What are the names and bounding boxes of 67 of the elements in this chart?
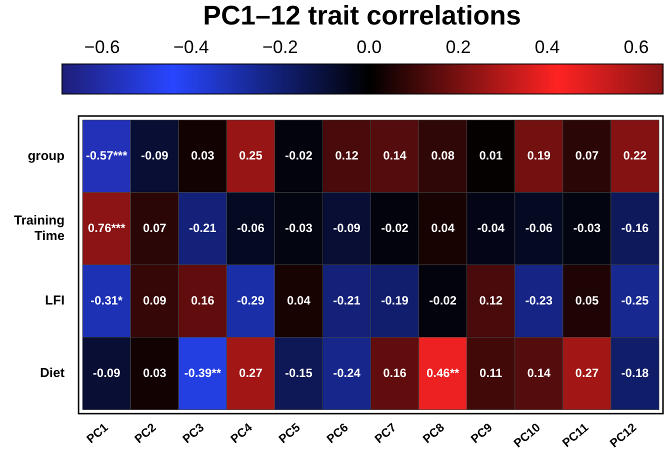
data-label: -0.02 [429,293,457,308]
x-tick-label: PC3 [180,420,207,446]
data-label: 0.11 [480,366,503,380]
color-bar-label: −0.4 [173,36,209,57]
y-tick-label: group [28,148,65,163]
color-bar-label: 0.4 [534,36,560,57]
data-label: 0.27 [239,366,263,380]
chart-title: PC1–12 trait correlations [202,0,522,30]
data-label: 0.09 [142,293,167,308]
color-bar-label: 0.2 [446,36,471,57]
x-tick-label: PC9 [468,420,496,446]
data-label: 0.07 [142,220,167,235]
x-tick-label: PC8 [420,420,448,446]
data-label: -0.39** [184,366,222,380]
data-label: -0.18 [621,366,649,380]
data-label: 0.16 [383,366,407,380]
data-label: -0.09 [140,148,169,163]
data-label: -0.57*** [86,148,128,163]
data-label: 0.04 [287,293,311,308]
data-label: -0.19 [381,293,409,308]
data-label: 0.08 [431,148,455,163]
data-label: 0.12 [335,148,359,163]
data-label: 0.16 [190,293,215,308]
data-label: 0.03 [190,148,215,163]
data-label: -0.23 [525,293,553,308]
data-label: 0.14 [527,366,551,380]
data-label: 0.46** [426,366,460,380]
x-tick-label: PC4 [228,420,255,446]
data-label: 0.04 [431,220,455,235]
data-label: -0.24 [333,366,361,380]
data-label: -0.16 [621,220,649,235]
x-tick-label: PC1 [84,420,111,446]
data-label: 0.01 [479,148,503,163]
data-label: 0.12 [479,293,503,308]
data-label: -0.29 [237,293,265,308]
data-label: -0.06 [237,220,265,235]
data-label: -0.04 [477,220,505,235]
color-bar-label: −0.6 [84,36,120,57]
y-tick-label: Diet [40,365,66,380]
data-label: 0.14 [383,148,407,163]
data-label: -0.03 [285,220,313,235]
data-label: -0.09 [333,220,361,235]
data-label: -0.03 [573,220,601,235]
x-tick-label: PC6 [324,420,352,446]
data-label: -0.31* [90,293,123,308]
data-label: 0.05 [575,293,599,308]
data-label: 0.19 [527,148,551,163]
color-bar-label: 0.6 [624,36,649,57]
x-tick-label: PC2 [132,420,159,446]
color-bar-label: −0.2 [262,36,298,57]
data-label: -0.02 [381,220,409,235]
data-label: -0.15 [285,366,313,380]
data-label: 0.07 [575,148,599,163]
data-label: -0.09 [92,366,121,380]
color-bar-label: 0.0 [356,36,382,57]
y-tick-label: Training Time [14,212,65,244]
data-label: 0.03 [142,366,167,380]
data-label: -0.25 [621,293,649,308]
data-label: 0.27 [575,366,599,380]
data-label: -0.21 [333,293,361,308]
data-label: 0.25 [239,148,263,163]
data-label: 0.76*** [88,220,126,235]
data-label: -0.21 [188,220,217,235]
y-tick-label: LFI [45,292,65,308]
data-label: -0.02 [285,148,313,163]
data-label: 0.22 [623,148,647,163]
data-label: -0.06 [525,220,553,235]
